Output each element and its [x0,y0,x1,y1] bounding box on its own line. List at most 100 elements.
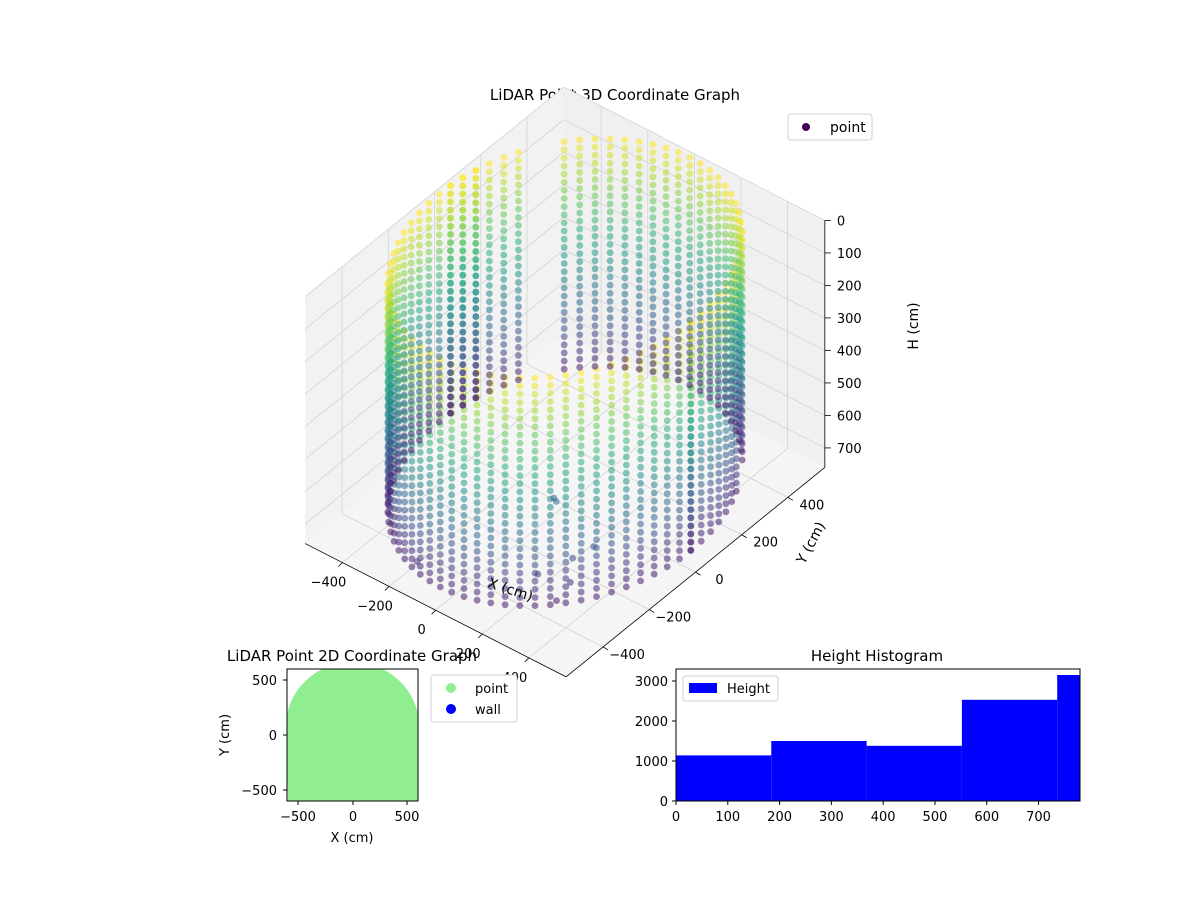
chart-3d-point [425,232,433,240]
chart-3d-point [459,190,467,198]
chart-3d-point [426,480,434,487]
chart-3d-point [591,143,599,151]
chart-3d-point [416,331,423,338]
chart-3d-point [426,537,434,544]
chart-3d-point [706,329,714,337]
chart-3d-point [516,455,524,463]
chart-3d-point [676,482,683,490]
chart-3d-point [721,206,729,214]
chart-3d-point [407,381,415,389]
chart-2d-legend-label-point: point [475,682,508,697]
chart-3d-point [394,239,402,247]
chart-3d-point [447,198,454,206]
chart-3d-point [674,319,682,327]
chart-3d-point [697,537,705,545]
chart-2d-y-tick-label: 500 [252,674,277,689]
chart-3d-point [707,528,714,536]
chart-3d-point [606,159,614,167]
chart-3d-point [546,511,554,519]
chart-3d-point [407,284,415,291]
chart-3d-point [408,531,416,538]
chart-3d-point [686,267,694,275]
chart-3d-point [593,414,600,422]
chart-3d-point [621,355,629,363]
chart-3d-point [635,252,643,259]
chart-3d-point [500,284,508,291]
chart-3d-point [500,202,508,210]
chart-3d-z-tick-label: 400 [837,344,862,359]
chart-3d-point [706,207,714,215]
chart-3d-point [721,263,729,271]
chart-3d-point [459,393,467,401]
chart-3d-z-tick-label: 600 [837,409,862,424]
chart-3d-point [696,192,704,200]
chart-3d-point [394,304,402,312]
chart-2d-x-axis-label: X (cm) [331,831,374,846]
chart-3d-point [531,545,539,553]
chart-3d-point [486,265,493,273]
chart-3d-point [473,539,481,547]
chart-3d-point [697,472,705,480]
chart-3d-point [591,208,599,216]
chart-3d-point [727,198,735,206]
chart-3d-point [515,327,522,335]
chart-3d-point [687,400,695,408]
chart-3d-point [500,365,508,373]
chart-3d-point [416,404,423,412]
chart-3d-point [546,463,554,470]
chart-3d-point [531,415,539,423]
chart-3d-point [576,282,584,290]
chart-3d-point [416,323,423,330]
chart-3d-point [407,397,415,405]
chart-3d-point [435,402,443,409]
chart-3d-point [560,178,568,186]
chart-3d-point [515,189,522,197]
chart-3d-point [662,363,670,371]
chart-3d-point [577,491,585,498]
chart-3d-point [635,211,643,219]
chart-3d-point [696,355,704,362]
chart-3d-point [577,515,585,523]
chart-3d-point [637,431,644,439]
chart-3d-point [727,239,735,247]
chart-3d-point [436,583,444,591]
chart-3d-point [436,453,444,461]
chart-3d-point [706,386,714,393]
chart-3d-point [732,471,740,479]
chart-3d-point [707,422,714,430]
chart-3d-y-tick-mark [741,534,747,539]
chart-3d-point [408,563,416,571]
chart-3d-point [650,489,658,497]
chart-3d-point [637,471,644,479]
chart-3d-point [472,256,480,264]
chart-3d-point [727,223,735,231]
chart-3d-point [577,426,585,433]
chart-3d-point [608,483,615,490]
chart-3d-point [727,361,735,369]
chart-3d-point [714,393,722,401]
chart-3d-point [576,315,584,322]
chart-3d-point [621,168,629,176]
chart-3d-point [608,491,615,498]
chart-3d-point [562,542,570,550]
chart-3d-point [407,243,415,251]
chart-3d-point [473,523,481,531]
chart-3d-point [459,288,467,295]
chart-3d-point [473,572,481,580]
chart-3d-grid-line [304,86,565,297]
chart-3d-point [486,387,493,395]
chart-3d-point [447,312,454,320]
chart-3d-point [459,353,467,360]
chart-3d-point [662,201,670,209]
chart-3d-point [562,396,570,404]
chart-3d-point [515,157,522,164]
chart-3d-point [425,329,433,337]
chart-3d-point [487,575,495,582]
chart-3d-point [714,344,722,352]
histogram-legend-swatch [689,683,717,693]
chart-3d-point [400,278,408,285]
chart-3d-point [593,455,600,462]
chart-3d-point [473,507,481,515]
chart-3d-point [721,344,729,352]
chart-3d-point [531,602,539,609]
